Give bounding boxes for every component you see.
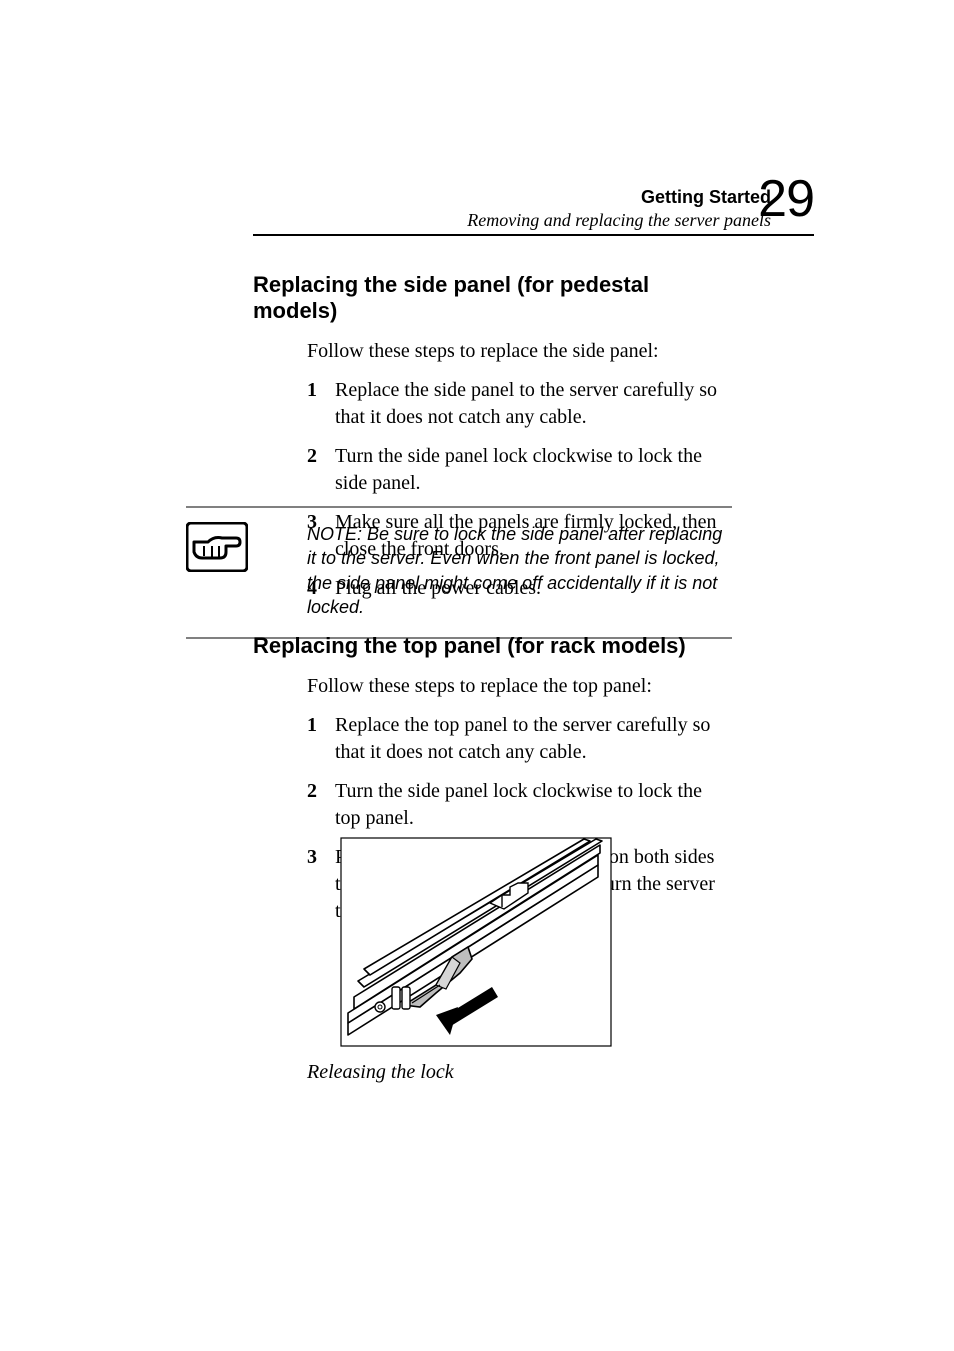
pointing-hand-icon <box>186 522 248 572</box>
page-number: 29 <box>758 169 814 229</box>
note-block: NOTE: Be sure to lock the side panel aft… <box>186 506 732 639</box>
step-number: 1 <box>307 712 335 766</box>
intro-top-panel: Follow these steps to replace the top pa… <box>307 673 732 700</box>
step-item: 1 Replace the top panel to the server ca… <box>307 712 732 766</box>
intro-side-panel: Follow these steps to replace the side p… <box>307 338 732 365</box>
page-header: Getting Started Removing and replacing t… <box>253 186 771 231</box>
step-item: 1 Replace the side panel to the server c… <box>307 377 732 431</box>
step-number: 2 <box>307 443 335 497</box>
step-item: 2 Turn the side panel lock clockwise to … <box>307 443 732 497</box>
step-number: 1 <box>307 377 335 431</box>
chapter-title: Getting Started <box>253 186 771 209</box>
figure-caption: Releasing the lock <box>307 1059 454 1086</box>
note-text: NOTE: Be sure to lock the side panel aft… <box>307 522 732 619</box>
step-item: 2 Turn the side panel lock clockwise to … <box>307 778 732 832</box>
step-number: 3 <box>307 844 335 925</box>
section-subtitle: Removing and replacing the server panels <box>253 209 771 232</box>
step-text: Turn the side panel lock clockwise to lo… <box>335 443 732 497</box>
heading-top-panel: Replacing the top panel (for rack models… <box>253 633 732 659</box>
note-icon-wrap <box>186 522 307 577</box>
heading-side-panel: Replacing the side panel (for pedestal m… <box>253 272 732 324</box>
rack-rail-diagram <box>340 837 612 1047</box>
note-content: NOTE: Be sure to lock the side panel aft… <box>186 508 732 637</box>
step-text: Replace the side panel to the server car… <box>335 377 732 431</box>
header-rule <box>253 234 814 236</box>
step-text: Replace the top panel to the server care… <box>335 712 732 766</box>
step-number: 2 <box>307 778 335 832</box>
document-page: Getting Started Removing and replacing t… <box>0 0 954 1351</box>
figure-rack-rail <box>340 837 612 1047</box>
step-text: Turn the side panel lock clockwise to lo… <box>335 778 732 832</box>
header-text-block: Getting Started Removing and replacing t… <box>253 186 771 231</box>
